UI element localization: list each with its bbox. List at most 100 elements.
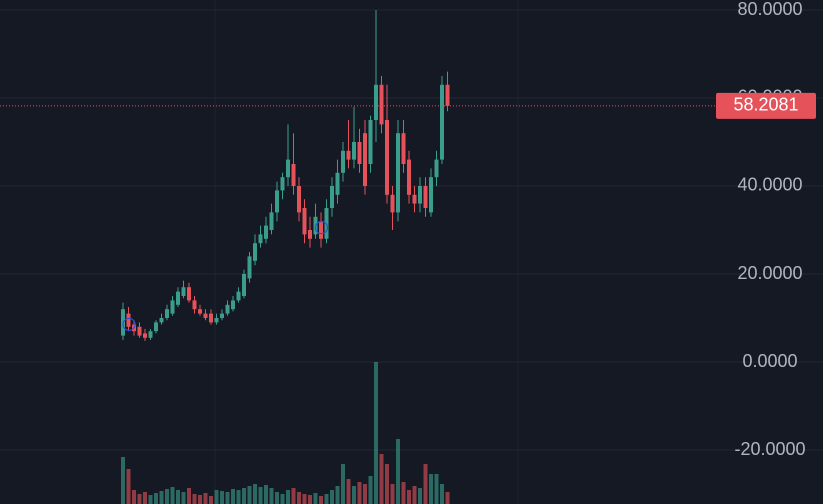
volume-bar (187, 488, 191, 504)
volume-bar (121, 457, 125, 504)
candle-body (220, 313, 224, 319)
volume-bar (275, 492, 279, 504)
volume-bar (440, 484, 444, 504)
volume-bar (148, 495, 153, 504)
candle-body (374, 84, 378, 120)
candle-body (242, 274, 246, 297)
volume-bar (231, 489, 235, 504)
candle-body (231, 300, 235, 310)
volume-bar (170, 487, 175, 504)
volume-bar (198, 495, 202, 504)
candle-body (159, 318, 164, 323)
last-price-label: 58.2081 (733, 95, 798, 115)
volume-bar (363, 484, 367, 504)
candle-body (286, 159, 290, 178)
volume-pane (121, 362, 450, 504)
volume-bar (297, 492, 301, 504)
volume-bar (429, 474, 433, 504)
y-tick-label: -20.0000 (734, 439, 805, 459)
candle-body (297, 185, 301, 213)
volume-bar (302, 494, 307, 504)
candle-body (429, 177, 433, 213)
volume-bar (418, 488, 422, 504)
volume-bar (236, 490, 241, 504)
candle-body (385, 119, 389, 195)
volume-bar (368, 476, 373, 504)
candle-body (445, 84, 450, 106)
volume-bar (385, 464, 389, 504)
candle-body (412, 194, 417, 204)
volume-bar (374, 362, 378, 504)
volume-bar (132, 490, 136, 504)
candle-body (198, 309, 202, 314)
volume-bar (181, 492, 186, 504)
candle-body (357, 141, 362, 164)
volume-bar (286, 490, 290, 504)
candle-body (440, 84, 444, 160)
candle-body (214, 318, 219, 323)
candle-body (253, 243, 257, 261)
volume-bar (143, 492, 147, 504)
candle-body (165, 309, 169, 319)
volume-bar (269, 488, 274, 504)
volume-bar (324, 494, 329, 504)
candle-body (209, 313, 213, 323)
volume-bar (357, 482, 362, 504)
candle-body (126, 313, 131, 327)
volume-bar (396, 439, 400, 504)
volume-bar (165, 489, 169, 504)
candle-body (418, 185, 422, 204)
y-tick-label: 20.0000 (737, 263, 802, 283)
candle-body (258, 234, 263, 244)
last-price-box (716, 92, 816, 119)
volume-bar (390, 484, 395, 504)
candle-body (390, 194, 395, 213)
volume-bar (159, 491, 164, 504)
candle-body (192, 300, 197, 310)
candle-body (407, 159, 411, 195)
candle-body (346, 150, 351, 160)
volume-bar (319, 496, 323, 504)
volume-bar (176, 490, 180, 504)
volume-bar (423, 464, 428, 504)
event-marker (314, 220, 329, 235)
volume-bar (253, 484, 257, 504)
candle-body (264, 225, 268, 239)
volume-bar (258, 487, 263, 504)
volume-bar (401, 482, 406, 504)
candle-body (330, 185, 334, 208)
candle-body (280, 177, 285, 191)
candle-body (423, 185, 428, 208)
candle-body (275, 190, 279, 213)
candle-body (401, 133, 406, 164)
candle-body (137, 326, 142, 336)
candle-body (203, 313, 208, 319)
candle-body (148, 331, 153, 338)
candle-body (352, 141, 356, 160)
candle-body (302, 207, 307, 235)
candle-body (368, 119, 373, 164)
candle-body (181, 287, 186, 297)
volume-bar (434, 474, 439, 504)
candle-body (341, 150, 345, 173)
candle-body (308, 229, 312, 239)
volume-bar (407, 490, 411, 504)
volume-bar (352, 486, 356, 504)
y-tick-label: 0.0000 (742, 351, 797, 371)
candle-body (269, 212, 274, 230)
volume-bar (291, 488, 296, 504)
grid (0, 9, 823, 451)
volume-bar (242, 488, 246, 504)
volume-bar (214, 490, 219, 504)
candle-body (176, 291, 180, 305)
volume-bar (126, 469, 131, 504)
y-tick-label: 80.0000 (737, 0, 802, 19)
volume-bar (247, 486, 252, 504)
volume-bar (412, 486, 417, 504)
volume-bar (154, 493, 158, 504)
volume-bar (313, 493, 318, 504)
candle-body (319, 221, 323, 239)
candle-body (143, 333, 147, 338)
